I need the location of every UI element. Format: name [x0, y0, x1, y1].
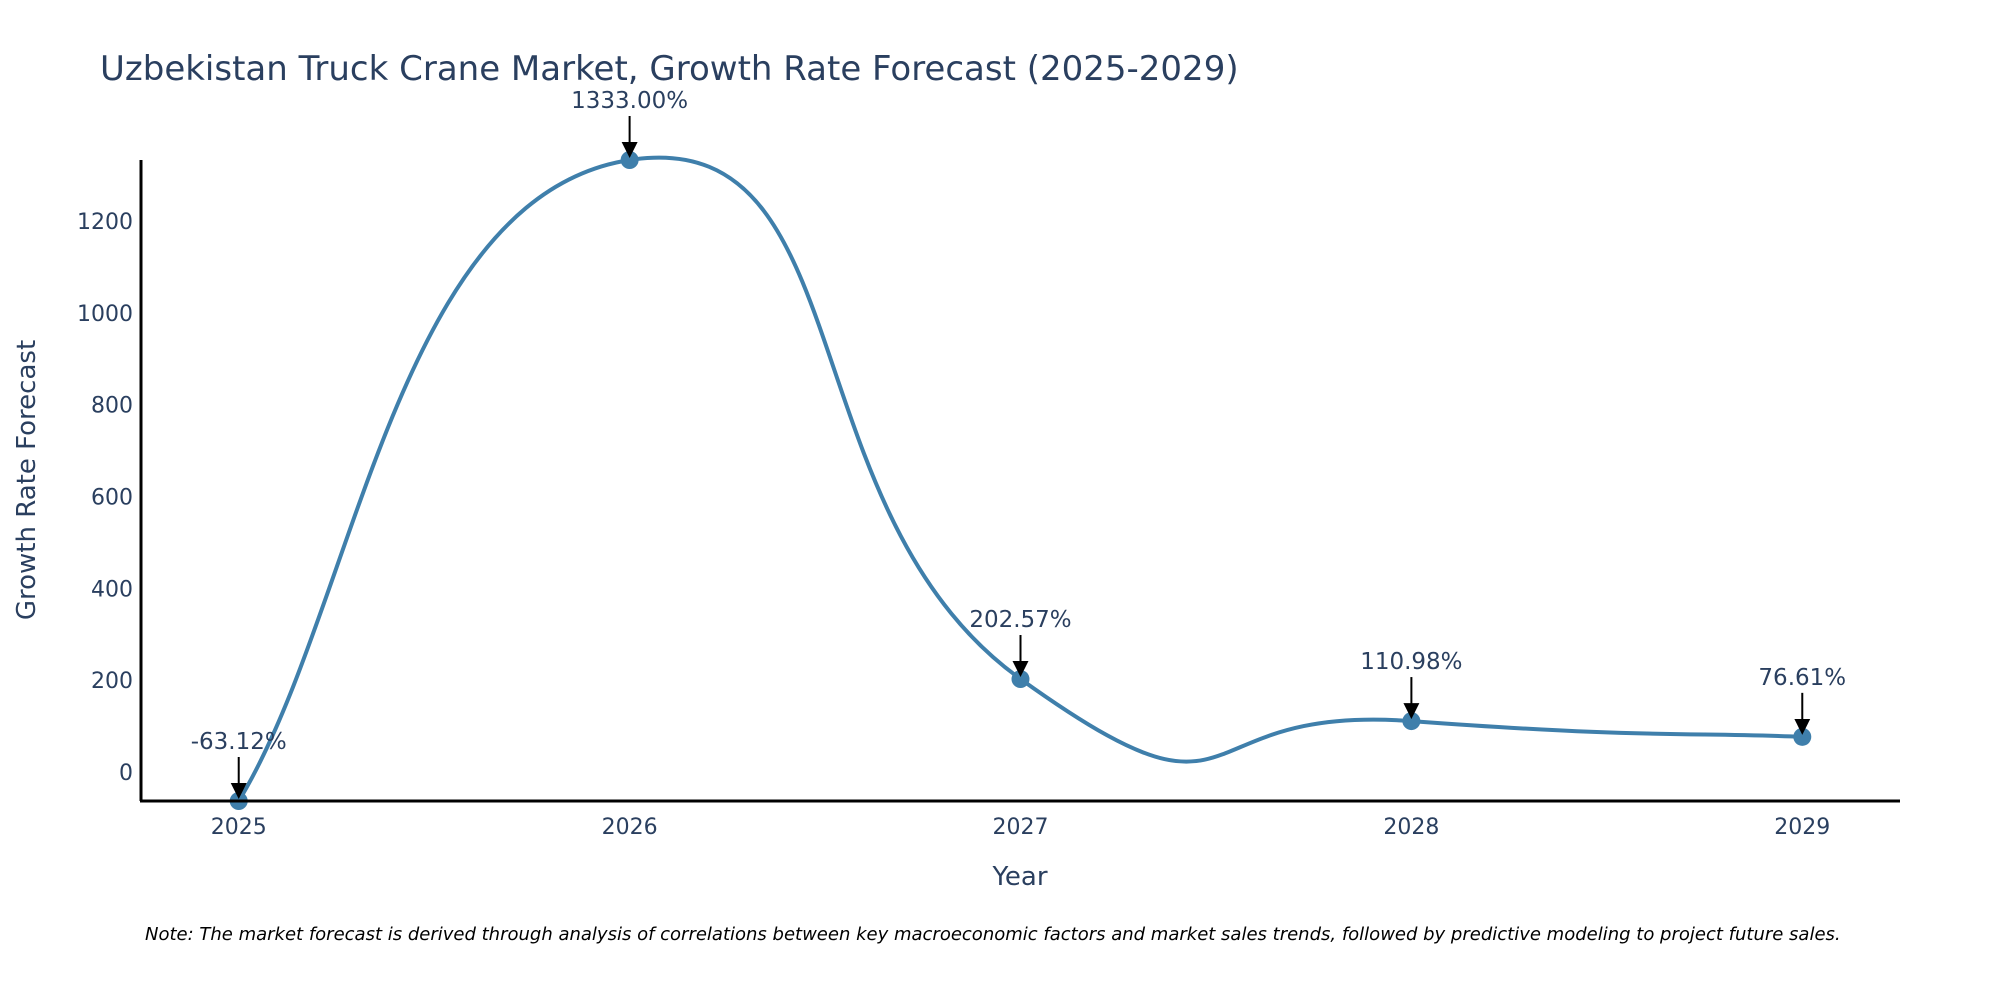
- y-tick-label: 1200: [77, 210, 133, 235]
- data-label: 76.61%: [1758, 665, 1846, 691]
- data-points: [229, 151, 1812, 810]
- x-axis-title: Year: [991, 862, 1047, 892]
- x-tick-label: 2027: [993, 815, 1049, 840]
- y-tick-label: 200: [91, 669, 133, 694]
- data-label: 110.98%: [1360, 649, 1462, 675]
- data-label: -63.12%: [191, 729, 287, 755]
- x-axis-ticks: 2025 2026 2027 2028 2029: [211, 815, 1831, 840]
- y-axis-title: Growth Rate Forecast: [12, 340, 42, 620]
- series-line: [236, 155, 1805, 803]
- y-axis-ticks: 0 200 400 600 800 1000 1200: [77, 210, 133, 786]
- y-tick-label: 600: [91, 486, 133, 511]
- data-label: 202.57%: [969, 607, 1071, 633]
- y-tick-label: 1000: [77, 302, 133, 327]
- x-tick-label: 2028: [1383, 815, 1439, 840]
- y-tick-label: 800: [91, 394, 133, 419]
- data-label: 1333.00%: [571, 88, 688, 114]
- chart-title: Uzbekistan Truck Crane Market, Growth Ra…: [100, 49, 1239, 89]
- x-tick-label: 2029: [1774, 815, 1830, 840]
- y-tick-label: 400: [91, 577, 133, 602]
- y-tick-label: 0: [119, 761, 133, 786]
- x-tick-label: 2025: [211, 815, 267, 840]
- data-labels: -63.12% 1333.00% 202.57% 110.98% 76.61%: [191, 88, 1846, 799]
- x-tick-label: 2026: [602, 815, 658, 840]
- footnote: Note: The market forecast is derived thr…: [145, 924, 1841, 945]
